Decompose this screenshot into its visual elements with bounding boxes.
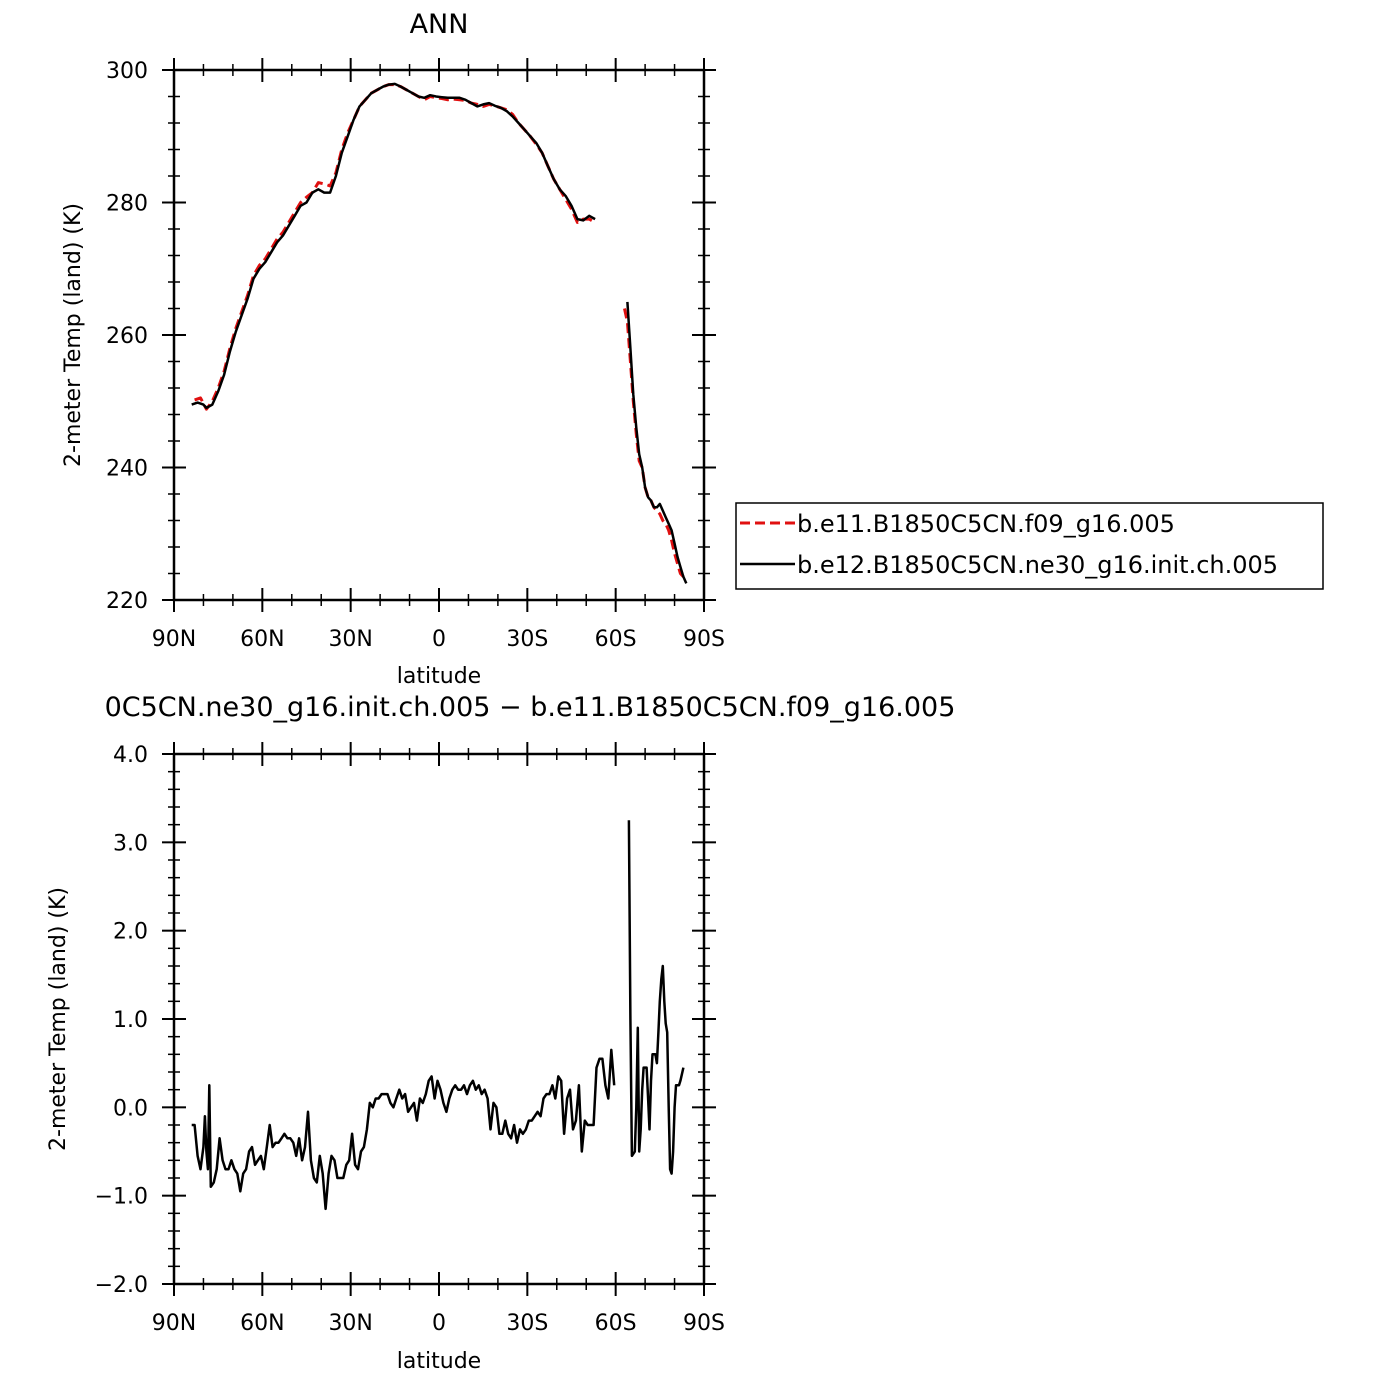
bottom-chart-x-tick-label: 60S: [595, 1311, 637, 1336]
bottom-chart-y-axis-title: 2-meter Temp (land) (K): [46, 887, 71, 1151]
top-chart-series-2-line-segment-2: [626, 301, 688, 584]
top-chart-x-tick-label: 0: [432, 627, 446, 652]
bottom-chart-x-tick-label: 90S: [683, 1311, 725, 1336]
top-chart-x-tick-label: 90S: [683, 627, 725, 652]
top-chart-plot-area: [162, 58, 716, 612]
bottom-chart-y-tick-label: 3.0: [113, 831, 148, 856]
top-chart-series-2-line-segment-1: [191, 82, 596, 410]
bottom-chart-x-tick-label: 0: [432, 1311, 446, 1336]
legend-label-series-1: b.e11.B1850C5CN.f09_g16.005: [797, 510, 1175, 538]
bottom-chart-x-tick-label: 90N: [152, 1311, 196, 1336]
top-chart-series-1-line-segment-2: [623, 308, 685, 578]
bottom-chart-y-tick-label: 2.0: [113, 920, 148, 945]
top-chart-x-tick-label: 30N: [328, 627, 372, 652]
bottom-chart-series-1-line-segment-2: [627, 820, 685, 1175]
top-chart-x-tick-labels: 90N 60N 30N 0 30S 60S 90S: [152, 627, 725, 652]
top-chart-ticks: [162, 58, 716, 612]
bottom-chart: 0C5CN.ne30_g16.init.ch.005 − b.e11.B1850…: [46, 692, 955, 1374]
top-chart-frame: [172, 68, 706, 602]
top-chart-y-tick-label: 280: [106, 192, 148, 217]
bottom-chart-y-tick-label: −2.0: [95, 1273, 148, 1298]
top-chart-y-tick-labels: 220 240 260 280 300: [106, 59, 148, 614]
top-chart-x-tick-label: 60N: [240, 627, 284, 652]
top-chart-y-tick-label: 260: [106, 324, 148, 349]
legend-box: [735, 502, 1324, 590]
bottom-chart-x-axis-title: latitude: [397, 1349, 481, 1374]
top-chart-y-tick-label: 220: [106, 589, 148, 614]
legend: b.e11.B1850C5CN.f09_g16.005 b.e12.B1850C…: [735, 502, 1324, 590]
bottom-chart-x-tick-labels: 90N 60N 30N 0 30S 60S 90S: [152, 1311, 725, 1336]
bottom-chart-y-tick-label: 0.0: [113, 1096, 148, 1121]
top-chart-x-tick-label: 90N: [152, 627, 196, 652]
legend-label-series-2: b.e12.B1850C5CN.ne30_g16.init.ch.005: [797, 551, 1278, 579]
top-chart-series-1-line-segment-1: [194, 83, 596, 411]
top-chart-title: ANN: [410, 9, 469, 40]
bottom-chart-series-layer: [191, 820, 685, 1211]
top-chart-x-tick-label: 60S: [595, 627, 637, 652]
top-chart: ANN 90N 60N 30N 0 30S 60S 90S 220240260280300 …: [61, 9, 1324, 689]
top-chart-y-tick-label: 240: [106, 457, 148, 482]
bottom-chart-x-tick-label: 30N: [328, 1311, 372, 1336]
bottom-chart-y-tick-label: 1.0: [113, 1008, 148, 1033]
top-chart-series-layer: [191, 82, 688, 584]
bottom-chart-frame: [172, 752, 706, 1286]
top-chart-x-tick-label: 30S: [506, 627, 548, 652]
bottom-chart-title: 0C5CN.ne30_g16.init.ch.005 − b.e11.B1850…: [105, 692, 956, 723]
bottom-chart-y-tick-label: −1.0: [95, 1185, 148, 1210]
bottom-chart-plot-area: [162, 742, 716, 1296]
bottom-chart-y-tick-label: 4.0: [113, 743, 148, 768]
bottom-chart-y-tick-labels: −2.0 −1.0 0.0 1.0 2.0 3.0 4.0: [95, 743, 148, 1298]
bottom-chart-ticks: [162, 742, 716, 1296]
bottom-chart-x-tick-label: 30S: [506, 1311, 548, 1336]
top-chart-y-axis-title: 2-meter Temp (land) (K): [61, 203, 86, 467]
top-chart-x-axis-title: latitude: [397, 664, 481, 689]
top-chart-y-tick-label: 300: [106, 59, 148, 84]
bottom-chart-x-tick-label: 60N: [240, 1311, 284, 1336]
bottom-chart-series-1-line-segment-1: [191, 1048, 616, 1211]
